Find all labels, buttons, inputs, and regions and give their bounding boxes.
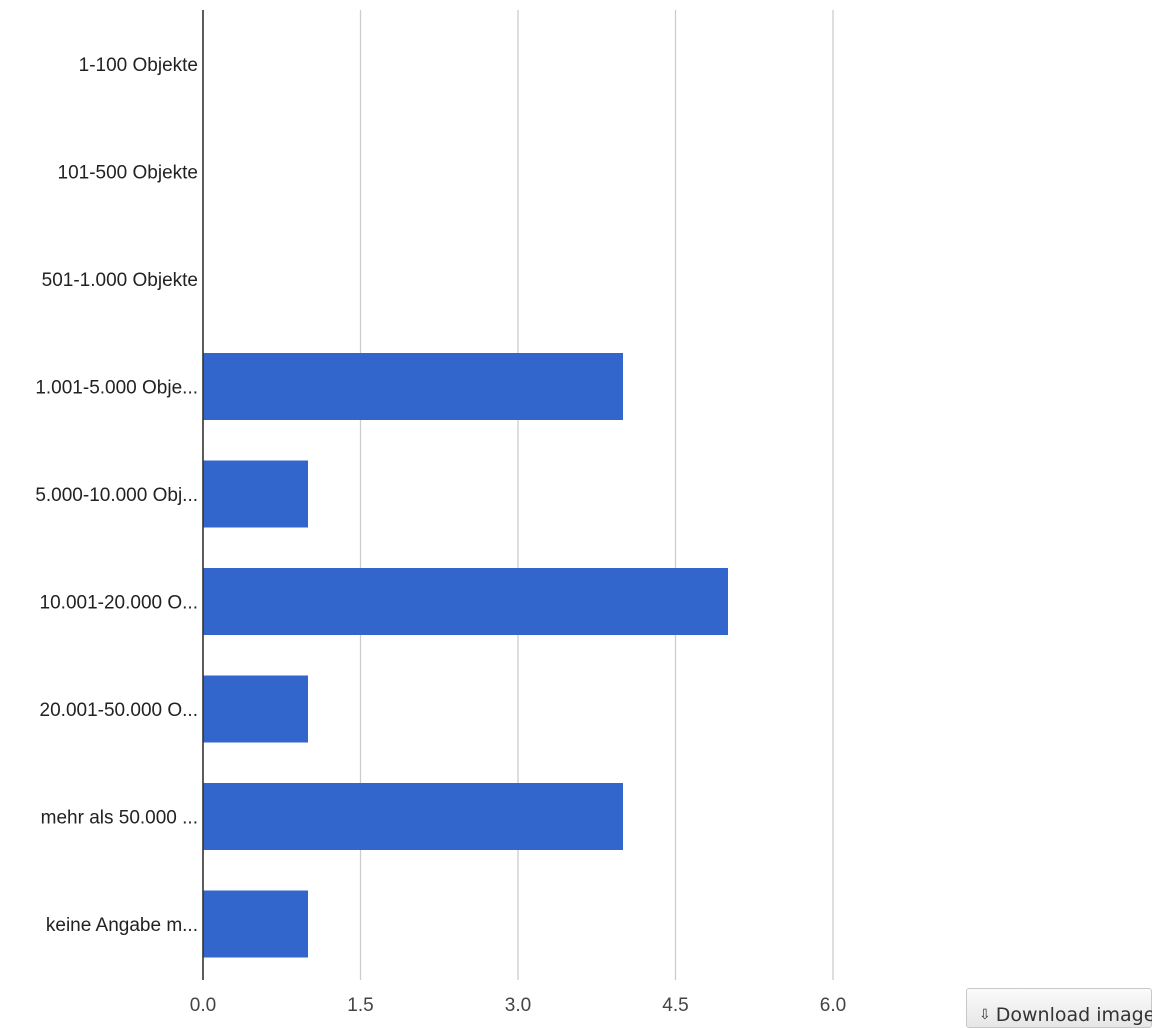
x-tick-label: 3.0 [505, 995, 531, 1016]
category-label: 5.000-10.000 Obj... [35, 485, 198, 506]
x-tick-label: 1.5 [347, 995, 373, 1016]
bar [203, 460, 308, 528]
bar [203, 783, 623, 850]
bar [203, 890, 308, 958]
category-label: 1-100 Objekte [79, 55, 198, 76]
download-image-button[interactable]: ⇩ Download image [966, 988, 1152, 1028]
category-label: 10.001-20.000 O... [40, 593, 198, 614]
x-tick-label: 4.5 [662, 995, 688, 1016]
x-tick-label: 6.0 [820, 995, 846, 1016]
bar [203, 353, 623, 420]
download-button-label: Download image [995, 1004, 1152, 1026]
category-label: mehr als 50.000 ... [41, 808, 198, 829]
x-tick-labels: 0.0 1.5 3.0 4.5 6.0 [190, 995, 846, 1016]
bar [203, 568, 728, 635]
category-label: 20.001-50.000 O... [40, 700, 198, 721]
bars [203, 353, 728, 958]
x-tick-label: 0.0 [190, 995, 216, 1016]
category-label: 501-1.000 Objekte [42, 270, 198, 291]
category-label: 1.001-5.000 Obje... [35, 378, 198, 399]
category-labels: 1-100 Objekte 101-500 Objekte 501-1.000 Ob… [35, 55, 198, 936]
bar [203, 675, 308, 743]
category-label: 101-500 Objekte [58, 163, 199, 184]
category-label: keine Angabe m... [46, 915, 198, 936]
download-arrow-icon: ⇩ [979, 1007, 991, 1023]
